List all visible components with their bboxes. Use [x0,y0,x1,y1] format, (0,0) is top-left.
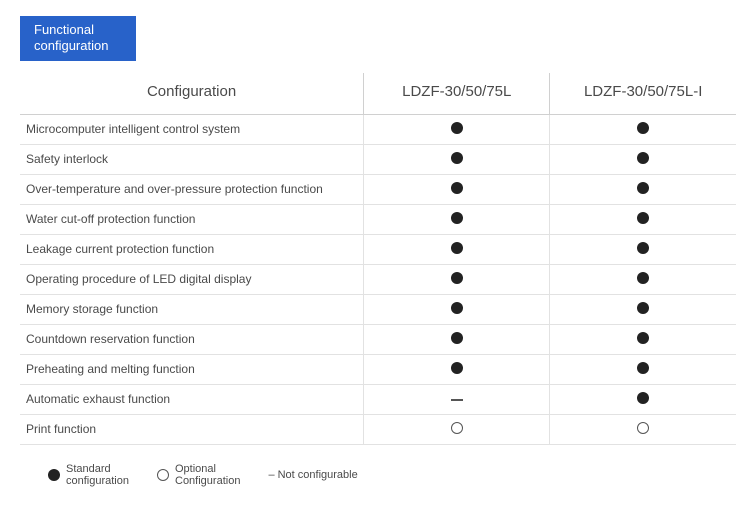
optional-icon [637,422,649,434]
row-model1 [364,174,550,204]
table-row: Automatic exhaust function [20,384,736,414]
row-model1 [364,114,550,144]
row-model2 [550,384,736,414]
legend-optional: OptionalConfiguration [157,463,240,488]
row-model2 [550,294,736,324]
row-model2 [550,264,736,294]
row-model2 [550,324,736,354]
row-label: Over-temperature and over-pressure prote… [20,174,364,204]
standard-icon [637,392,649,404]
header-model2: LDZF-30/50/75L-I [550,73,736,115]
legend-standard-label: Standardconfiguration [66,463,129,488]
standard-icon [637,302,649,314]
row-model2 [550,114,736,144]
table-row: Countdown reservation function [20,324,736,354]
row-model2 [550,204,736,234]
table-row: Print function [20,414,736,444]
row-label: Water cut-off protection function [20,204,364,234]
standard-icon [451,152,463,164]
standard-icon [637,362,649,374]
row-label: Microcomputer intelligent control system [20,114,364,144]
row-model1 [364,204,550,234]
table-row: Microcomputer intelligent control system [20,114,736,144]
legend: Standardconfiguration OptionalConfigurat… [20,463,736,488]
table-row: Water cut-off protection function [20,204,736,234]
table-header-row: Configuration LDZF-30/50/75L LDZF-30/50/… [20,73,736,115]
standard-icon [451,182,463,194]
title-line-1: Functional [34,22,108,38]
standard-icon [637,212,649,224]
table-row: Over-temperature and over-pressure prote… [20,174,736,204]
row-model1 [364,354,550,384]
none-icon [451,399,463,401]
row-label: Automatic exhaust function [20,384,364,414]
row-model1 [364,264,550,294]
standard-icon [637,272,649,284]
header-model1: LDZF-30/50/75L [364,73,550,115]
row-label: Leakage current protection function [20,234,364,264]
standard-icon [451,362,463,374]
standard-icon [48,469,60,481]
standard-icon [637,332,649,344]
row-label: Safety interlock [20,144,364,174]
table-row: Preheating and melting function [20,354,736,384]
row-label: Countdown reservation function [20,324,364,354]
row-label: Operating procedure of LED digital displ… [20,264,364,294]
standard-icon [637,182,649,194]
table-body: Microcomputer intelligent control system… [20,114,736,444]
standard-icon [451,212,463,224]
config-table: Configuration LDZF-30/50/75L LDZF-30/50/… [20,73,736,445]
row-model1 [364,234,550,264]
table-row: Safety interlock [20,144,736,174]
standard-icon [637,152,649,164]
standard-icon [451,272,463,284]
title-line-2: configuration [34,38,108,54]
standard-icon [451,332,463,344]
legend-none-label: – Not configurable [268,469,357,482]
row-model2 [550,144,736,174]
table-row: Leakage current protection function [20,234,736,264]
section-title: Functional configuration [20,16,136,61]
optional-icon [451,422,463,434]
row-model2 [550,174,736,204]
row-model1 [364,384,550,414]
row-model2 [550,234,736,264]
table-row: Memory storage function [20,294,736,324]
standard-icon [637,242,649,254]
legend-optional-label: OptionalConfiguration [175,463,240,488]
row-label: Print function [20,414,364,444]
standard-icon [637,122,649,134]
row-model1 [364,144,550,174]
row-model2 [550,354,736,384]
row-model1 [364,414,550,444]
standard-icon [451,302,463,314]
row-label: Memory storage function [20,294,364,324]
row-model2 [550,414,736,444]
optional-icon [157,469,169,481]
header-config: Configuration [20,73,364,115]
row-model1 [364,294,550,324]
row-label: Preheating and melting function [20,354,364,384]
standard-icon [451,242,463,254]
table-row: Operating procedure of LED digital displ… [20,264,736,294]
standard-icon [451,122,463,134]
legend-none: – Not configurable [268,469,357,482]
row-model1 [364,324,550,354]
legend-standard: Standardconfiguration [48,463,129,488]
